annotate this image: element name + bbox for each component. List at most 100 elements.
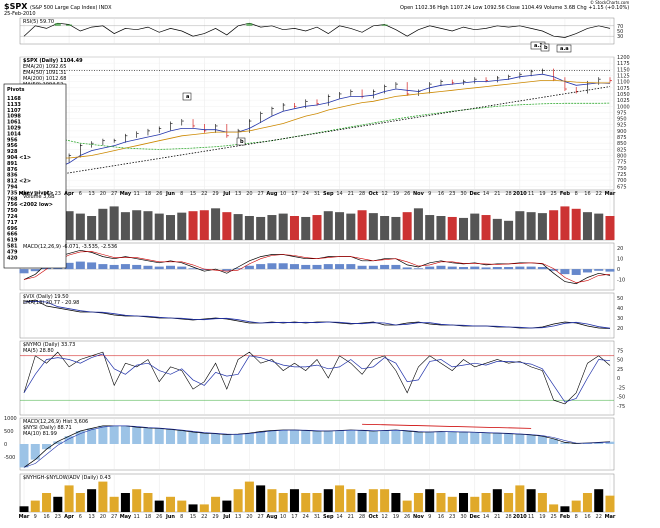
x-tick-label: 11 [528, 514, 534, 520]
pivot-value: 717 [7, 220, 18, 226]
macd-hist [289, 264, 299, 270]
macd-hist [492, 267, 502, 270]
pivot-value: 1133 [7, 102, 21, 108]
nysi-legend: MACD(12,26,9) Hist 3,606 [23, 419, 88, 425]
macd-hist [132, 264, 142, 270]
volume-bar [458, 217, 469, 240]
volume-bar [481, 215, 491, 240]
nysi-hist [492, 433, 502, 444]
nysi-hist [605, 441, 615, 444]
x-tick-label: 27 [257, 514, 263, 520]
x-tick-label: 30 [460, 514, 466, 520]
volume-bar [504, 220, 514, 240]
x-tick-label: 20 [100, 514, 106, 520]
tick-bar [75, 493, 85, 512]
x-tick-label: Jul [222, 191, 230, 197]
macd-hist [582, 269, 592, 273]
x-tick-label: Feb [560, 514, 571, 520]
macd-signal [23, 251, 611, 284]
x-tick-label: 24 [303, 514, 309, 520]
pivot-value: 735 <key pivot> [7, 190, 54, 196]
x-tick-label: 22 [596, 191, 602, 197]
nymo-legend: $NYMO (Daily) 33.73 [23, 342, 75, 348]
macd-hist [278, 263, 288, 270]
tick-bar [211, 496, 221, 512]
x-tick-label: 16 [584, 191, 590, 197]
volume-bar [301, 216, 311, 240]
macd-hist [301, 264, 311, 270]
volume-bar [526, 212, 536, 240]
price-ytick: 1025 [617, 98, 630, 104]
macd-hist [436, 265, 446, 270]
pivots-title: Pivots [7, 87, 24, 93]
tick-bar [267, 489, 277, 512]
macd-hist [19, 269, 29, 274]
nysi-hist [154, 428, 164, 444]
nysi-hist [515, 434, 525, 444]
x-tick-label: Apr [64, 514, 74, 520]
nysi-hist [549, 438, 559, 444]
nysi-divergence [362, 423, 532, 429]
price-ytick: 850 [617, 141, 627, 147]
volume-bar [402, 212, 412, 240]
wave-label: a.1 [534, 43, 543, 49]
volume-bar [211, 208, 221, 240]
x-tick-label: 19 [539, 191, 545, 197]
x-tick-label: 19 [539, 514, 545, 520]
x-tick-label: 23 [449, 191, 455, 197]
tick-bar [413, 493, 423, 512]
macd-hist [357, 265, 367, 270]
x-tick-label: 30 [460, 191, 466, 197]
macd-hist [165, 265, 176, 270]
rsi-overbought [246, 23, 253, 26]
macd-hist [233, 268, 243, 270]
price-ema50-legend: EMA(50) 1091.31 [23, 70, 66, 76]
vix-ema-legend: EMA(13) 20.77 - 20.98 [23, 300, 79, 306]
nysi-hist [560, 442, 570, 444]
x-tick-label: Aug [266, 191, 277, 197]
x-tick-label: Oct [369, 191, 379, 197]
x-tick-label: 23 [55, 191, 61, 197]
price-ytick: 725 [617, 172, 627, 178]
x-tick-label: 17 [291, 514, 297, 520]
nysi-hist [267, 430, 277, 444]
macd-hist [188, 268, 198, 270]
nysi-hist [537, 436, 547, 444]
tick-bar [177, 500, 187, 512]
macd-hist [515, 266, 525, 270]
price-ytick: 750 [617, 166, 627, 172]
x-tick-label: 8 [180, 514, 183, 520]
x-tick-label: Aug [266, 514, 277, 520]
x-tick-label: Dec [470, 191, 481, 197]
macd-hist [109, 264, 119, 270]
rsi-overbought [66, 24, 73, 26]
nysi-hist [256, 431, 266, 444]
tick-bar [188, 504, 198, 512]
x-tick-label: 26 [404, 191, 410, 197]
x-tick-label: 8 [575, 514, 578, 520]
tick-bar [380, 489, 390, 512]
x-tick-label: 6 [79, 191, 82, 197]
price-ytick: 1175 [617, 61, 630, 67]
tick-bar [143, 493, 153, 512]
volume-bar [346, 213, 356, 240]
x-tick-label: 14 [336, 514, 342, 520]
macd-hist [222, 269, 232, 271]
tick-bar [560, 506, 570, 512]
x-tick-label: 19 [393, 514, 399, 520]
tick-bar [120, 493, 130, 512]
nysi-hist [504, 433, 514, 444]
x-tick-label: 22 [596, 514, 602, 520]
nysi-hist [211, 433, 221, 444]
macd-hist [560, 269, 570, 275]
wave-label-box [236, 137, 246, 146]
nysi-hist [391, 429, 401, 444]
price-ytick: 1150 [617, 67, 630, 73]
price-ema20-legend: EMA(20) 1092.65 [23, 64, 66, 70]
x-tick-label: 8 [575, 191, 578, 197]
volume-bar [244, 216, 254, 240]
x-tick-label: 27 [111, 191, 117, 197]
x-tick-label: Jun [165, 514, 175, 520]
price-ytick: 1125 [617, 73, 630, 79]
x-tick-label: Mar [605, 514, 616, 520]
